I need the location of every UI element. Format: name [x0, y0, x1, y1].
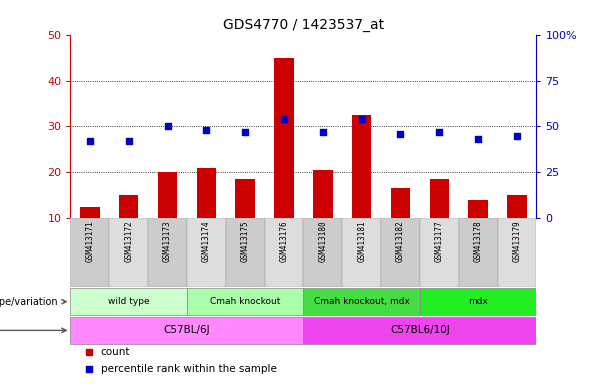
- Bar: [391, 189, 410, 218]
- Point: [84, 366, 94, 372]
- Text: GSM413172: GSM413172: [124, 220, 133, 262]
- Text: GSM413177: GSM413177: [435, 220, 444, 262]
- Text: GSM413181: GSM413181: [357, 220, 366, 262]
- Point: [318, 129, 328, 135]
- Point: [395, 131, 405, 137]
- Text: GSM413182: GSM413182: [396, 220, 405, 262]
- Text: genotype/variation: genotype/variation: [0, 297, 66, 307]
- Bar: [187, 288, 303, 315]
- Text: GSM413178: GSM413178: [474, 220, 482, 262]
- Bar: [381, 218, 420, 287]
- Text: Cmah knockout: Cmah knockout: [210, 297, 280, 306]
- Bar: [352, 115, 371, 218]
- Bar: [430, 179, 449, 218]
- Bar: [148, 218, 187, 287]
- Title: GDS4770 / 1423537_at: GDS4770 / 1423537_at: [223, 18, 384, 32]
- Bar: [187, 218, 226, 287]
- Point: [85, 138, 95, 144]
- Bar: [507, 195, 527, 218]
- Bar: [119, 195, 139, 218]
- Bar: [275, 58, 294, 218]
- Bar: [303, 218, 342, 287]
- Bar: [226, 218, 265, 287]
- Text: GSM413175: GSM413175: [241, 220, 249, 262]
- Bar: [197, 168, 216, 218]
- Text: wild type: wild type: [108, 297, 150, 306]
- Text: GSM413171: GSM413171: [85, 220, 94, 262]
- Bar: [420, 288, 536, 315]
- Bar: [158, 172, 177, 218]
- Text: GSM413179: GSM413179: [512, 220, 522, 262]
- Text: C57BL/6J: C57BL/6J: [164, 325, 210, 335]
- Bar: [459, 218, 498, 287]
- Bar: [313, 170, 333, 218]
- Point: [473, 136, 483, 142]
- Bar: [70, 218, 109, 287]
- Bar: [109, 218, 148, 287]
- Bar: [80, 207, 99, 218]
- Text: count: count: [101, 347, 131, 357]
- Text: Cmah knockout, mdx: Cmah knockout, mdx: [314, 297, 409, 306]
- Text: mdx: mdx: [468, 297, 488, 306]
- Text: strain: strain: [0, 325, 66, 335]
- Point: [124, 138, 134, 144]
- Bar: [235, 179, 255, 218]
- Point: [279, 116, 289, 122]
- Text: percentile rank within the sample: percentile rank within the sample: [101, 364, 276, 374]
- Bar: [70, 317, 303, 344]
- Text: C57BL6/10J: C57BL6/10J: [390, 325, 450, 335]
- Point: [202, 127, 211, 133]
- Text: GSM413176: GSM413176: [280, 220, 289, 262]
- Point: [357, 116, 367, 122]
- Text: GSM413180: GSM413180: [318, 220, 327, 262]
- Bar: [303, 288, 420, 315]
- Bar: [498, 218, 536, 287]
- Point: [512, 132, 522, 139]
- Point: [84, 349, 94, 355]
- Point: [435, 129, 444, 135]
- Bar: [342, 218, 381, 287]
- Bar: [303, 317, 536, 344]
- Bar: [70, 288, 187, 315]
- Text: GSM413173: GSM413173: [163, 220, 172, 262]
- Point: [240, 129, 250, 135]
- Point: [162, 123, 172, 129]
- Bar: [420, 218, 459, 287]
- Text: GSM413174: GSM413174: [202, 220, 211, 262]
- Bar: [468, 200, 488, 218]
- Bar: [265, 218, 303, 287]
